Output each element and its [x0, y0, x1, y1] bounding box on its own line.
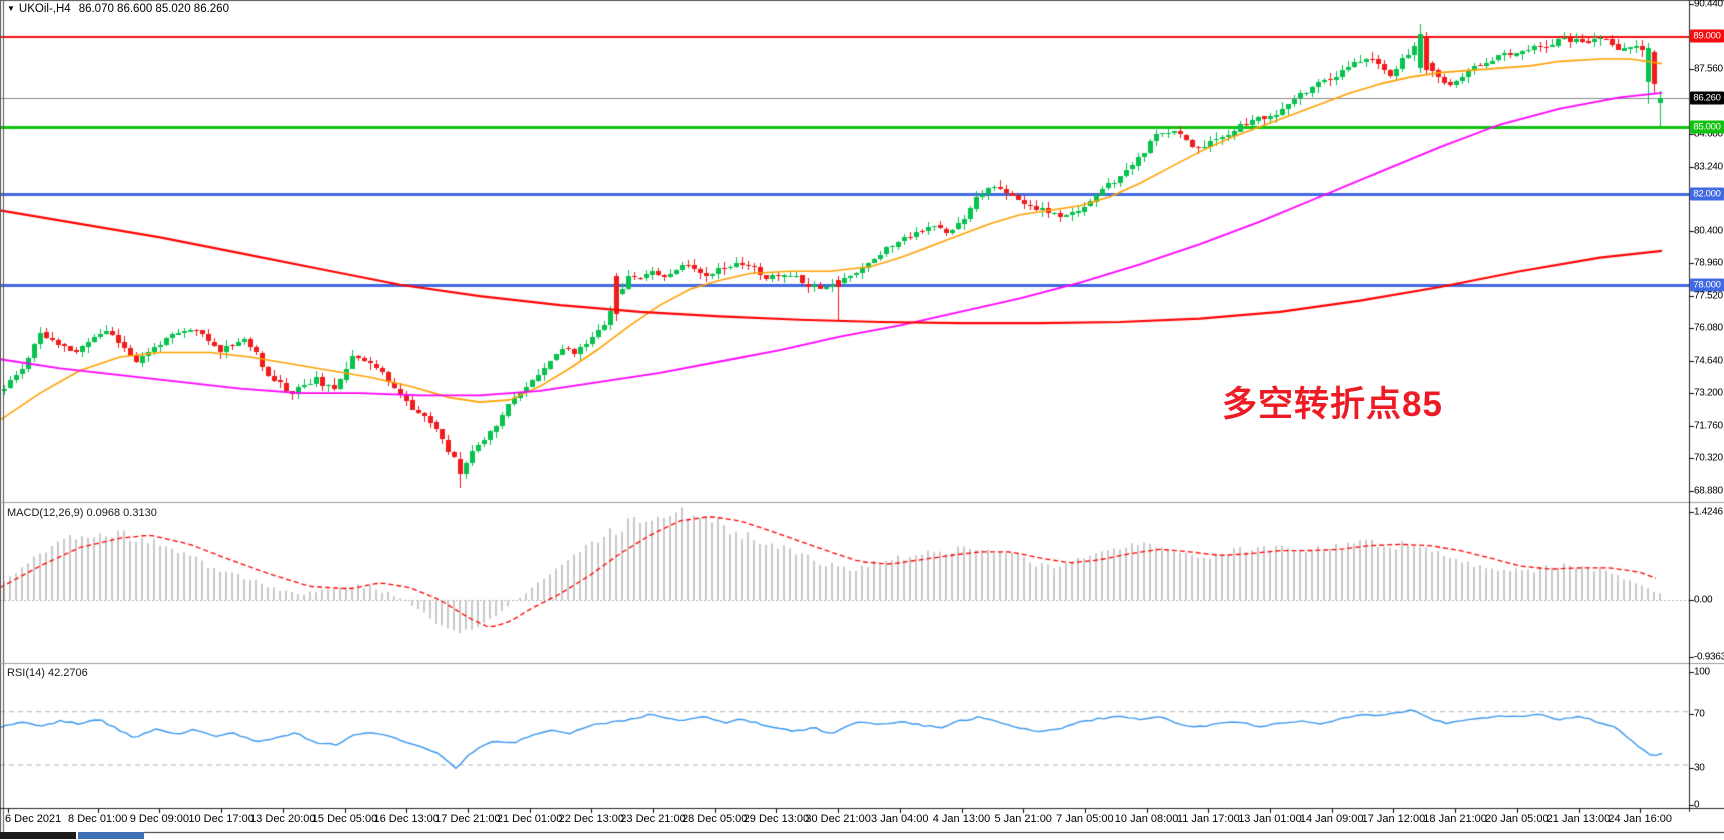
- price-tick-label: 80.400: [1694, 225, 1723, 237]
- time-axis-label: 21 Jan 13:00: [1546, 813, 1611, 825]
- scrollbar-thumb[interactable]: [78, 832, 144, 839]
- price-tick-label: 77.520: [1694, 290, 1723, 302]
- time-axis-label: 11 Jan 17:00: [1176, 813, 1240, 825]
- macd-tick-label: 1.4246: [1694, 506, 1723, 518]
- rsi-label: RSI(14) 42.2706: [7, 667, 88, 679]
- price-tick-label: 73.200: [1694, 387, 1723, 399]
- time-axis-label: 10 Dec 17:00: [188, 813, 254, 825]
- rsi-tick-label: 100: [1694, 666, 1710, 678]
- time-axis-label: 5 Jan 21:00: [994, 813, 1052, 825]
- price-tick-label: 87.560: [1694, 63, 1723, 75]
- scrollbar-left-segment: [0, 832, 76, 839]
- time-axis-label: 23 Dec 21:00: [620, 813, 686, 825]
- price-tick-label: 68.880: [1694, 485, 1723, 497]
- time-axis-label: 13 Jan 01:00: [1238, 813, 1302, 825]
- time-axis-label: 9 Dec 09:00: [129, 813, 190, 825]
- time-axis-label: 7 Jan 05:00: [1056, 813, 1114, 825]
- price-annotation: 多空转折点85: [1222, 385, 1443, 424]
- ohlc-values: 86.070 86.600 85.020 86.260: [78, 3, 229, 15]
- time-axis-label: 17 Jan 12:00: [1361, 813, 1426, 825]
- time-axis-label: 14 Jan 09:00: [1299, 813, 1364, 825]
- price-tag: 82.000: [1690, 187, 1724, 201]
- price-tag: 78.000: [1690, 278, 1724, 292]
- time-axis-label: 8 Dec 01:00: [68, 813, 128, 825]
- chart-title: ▼ UKOil-,H4 86.070 86.600 85.020 86.260: [7, 3, 229, 15]
- macd-label: MACD(12,26,9) 0.0968 0.3130: [7, 507, 157, 519]
- macd-values: 0.0968 0.3130: [86, 507, 157, 519]
- price-tick-label: 83.240: [1694, 161, 1723, 173]
- time-axis-label: 16 Dec 13:00: [373, 813, 439, 825]
- time-axis-label: 24 Jan 16:00: [1608, 813, 1672, 825]
- price-tag: 85.000: [1690, 120, 1724, 134]
- time-axis-label: 15 Dec 05:00: [311, 813, 378, 825]
- time-axis-label: 17 Dec 21:00: [435, 813, 501, 825]
- macd-tick-label: -0.9363: [1694, 651, 1724, 663]
- time-axis-label: 22 Dec 13:00: [558, 813, 625, 825]
- price-tick-label: 90.440: [1694, 0, 1723, 10]
- price-tick-label: 74.640: [1694, 355, 1723, 367]
- time-axis-label: 13 Dec 20:00: [250, 813, 316, 825]
- price-tick-label: 84.680: [1694, 128, 1723, 140]
- rsi-tick-label: 70: [1694, 708, 1705, 720]
- rsi-tick-label: 0: [1694, 799, 1700, 811]
- time-axis-label: 20 Jan 05:00: [1484, 813, 1549, 825]
- price-tick-label: 78.960: [1694, 257, 1723, 269]
- price-tag: 89.000: [1690, 29, 1724, 43]
- time-axis-label: 6 Dec 2021: [5, 813, 62, 825]
- time-axis-label: 29 Dec 13:00: [743, 813, 810, 825]
- rsi-value: 42.2706: [47, 667, 88, 679]
- price-tick-label: 76.080: [1694, 322, 1723, 334]
- symbol-period-label: UKOil-,H4: [18, 3, 71, 15]
- time-axis-label: 30 Dec 21:00: [805, 813, 871, 825]
- symbol-dropdown-icon[interactable]: ▼: [7, 4, 15, 13]
- time-axis-label: 10 Jan 08:00: [1114, 813, 1179, 825]
- time-axis-label: 4 Jan 13:00: [932, 813, 991, 825]
- price-tag: 86.260: [1690, 91, 1724, 105]
- rsi-tick-label: 30: [1694, 762, 1705, 774]
- time-axis-label: 21 Dec 01:00: [496, 813, 563, 825]
- price-tick-label: 71.760: [1694, 420, 1723, 432]
- price-tick-label: 70.320: [1694, 452, 1723, 464]
- time-axis-label: 18 Jan 21:00: [1423, 813, 1487, 825]
- macd-tick-label: 0.00: [1694, 594, 1713, 606]
- time-axis-label: 3 Jan 04:00: [871, 813, 929, 825]
- macd-name: MACD(12,26,9): [7, 507, 84, 519]
- time-axis-label: 28 Dec 05:00: [681, 813, 748, 825]
- rsi-name: RSI(14): [7, 667, 45, 679]
